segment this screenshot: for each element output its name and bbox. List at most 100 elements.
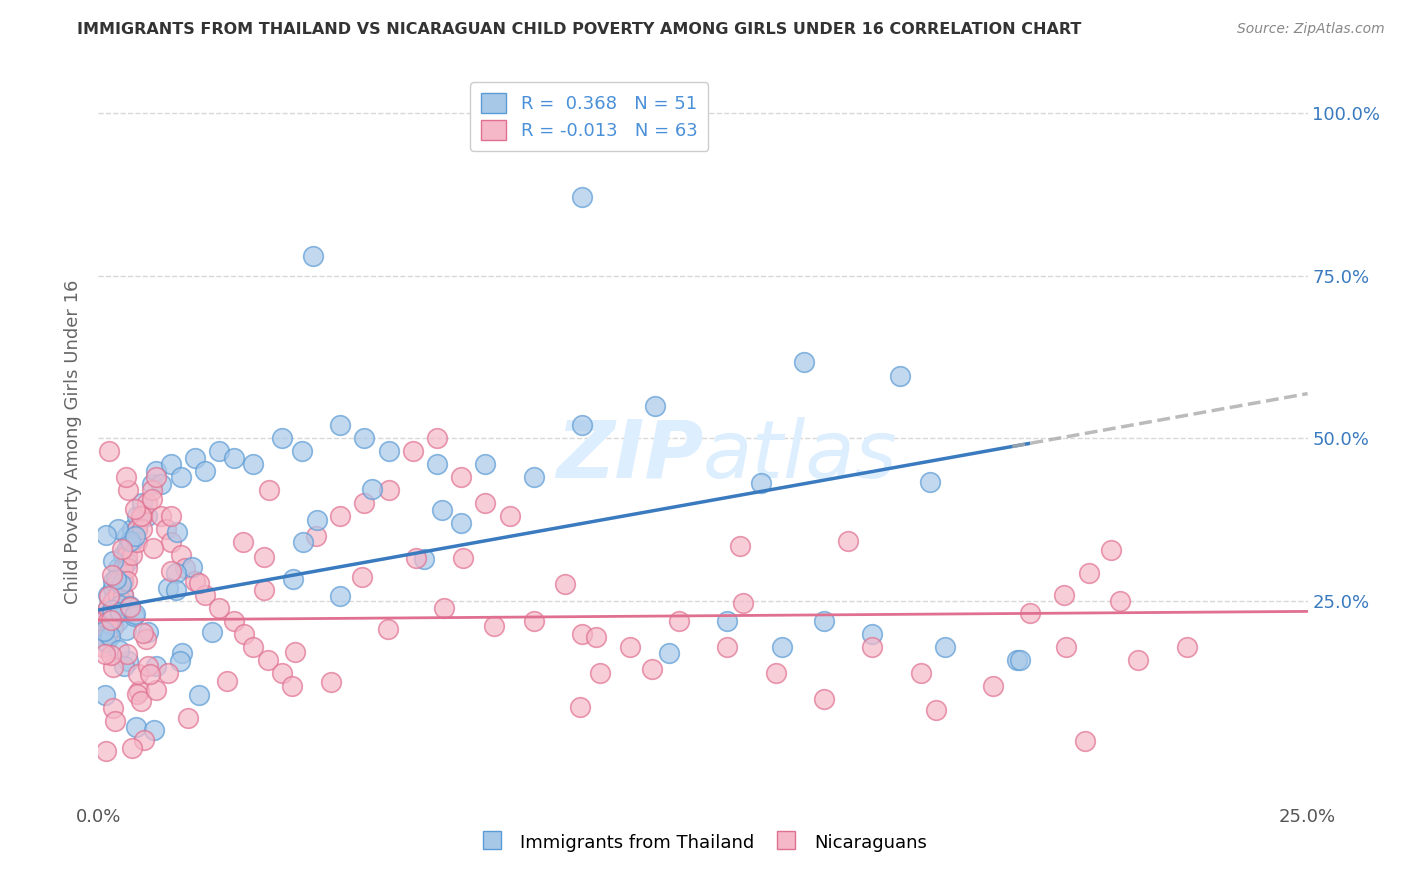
Point (142, 541, 165, 556)
Point (110, 576, 132, 591)
Point (94, 527, 117, 541)
Point (184, 574, 207, 589)
Point (402, 444, 425, 458)
Point (94, 634, 117, 648)
Point (124, 607, 146, 621)
Point (127, 523, 149, 537)
Point (571, 626, 593, 640)
Point (120, 599, 142, 614)
Point (353, 496, 375, 510)
Point (281, 679, 304, 693)
Point (145, 683, 167, 698)
Point (981, 679, 1004, 693)
Point (194, 464, 217, 478)
Point (451, 551, 474, 566)
Point (716, 640, 738, 654)
Point (253, 582, 276, 597)
Point (129, 694, 152, 708)
Point (571, 190, 593, 204)
Point (281, 572, 304, 586)
Point (91, 614, 114, 628)
Point (101, 574, 124, 589)
Point (432, 502, 454, 516)
Point (232, 626, 254, 640)
Point (127, 667, 149, 681)
Point (155, 523, 177, 537)
Point (103, 700, 125, 714)
Point (107, 561, 129, 575)
Point (482, 619, 505, 633)
Point (160, 535, 183, 549)
Point (139, 666, 162, 681)
Point (1010, 652, 1032, 666)
Point (305, 513, 328, 527)
Text: atlas: atlas (703, 417, 898, 495)
Point (925, 703, 948, 717)
Point (860, 640, 883, 654)
Point (132, 626, 155, 640)
Point (765, 665, 787, 680)
Point (101, 554, 124, 568)
Point (284, 645, 307, 659)
Point (585, 631, 607, 645)
Point (125, 720, 148, 734)
Point (131, 509, 153, 524)
Point (259, 483, 281, 498)
Point (121, 523, 143, 537)
Point (770, 640, 793, 654)
Point (107, 522, 129, 536)
Point (377, 444, 399, 458)
Point (910, 665, 932, 680)
Point (1128, 652, 1150, 666)
Point (731, 596, 754, 610)
Point (115, 648, 138, 662)
Point (728, 540, 751, 554)
Point (208, 600, 231, 615)
Point (271, 665, 294, 680)
Point (474, 496, 496, 510)
Point (107, 574, 129, 589)
Point (159, 509, 181, 524)
Point (242, 640, 264, 654)
Point (124, 528, 146, 542)
Point (360, 482, 382, 496)
Point (222, 450, 245, 465)
Point (111, 574, 134, 589)
Point (131, 509, 153, 524)
Point (793, 355, 815, 369)
Point (145, 470, 167, 484)
Point (302, 249, 325, 263)
Point (134, 732, 156, 747)
Point (350, 570, 373, 584)
Point (181, 560, 204, 574)
Point (117, 574, 139, 589)
Point (97, 626, 120, 640)
Point (169, 470, 191, 484)
Point (131, 496, 153, 510)
Point (93, 624, 115, 638)
Point (1018, 606, 1040, 620)
Point (256, 652, 278, 666)
Point (641, 662, 664, 676)
Point (474, 458, 496, 472)
Point (377, 622, 399, 636)
Point (101, 607, 124, 621)
Point (111, 549, 134, 563)
Point (117, 541, 139, 556)
Point (124, 502, 146, 516)
Point (107, 587, 129, 601)
Point (405, 551, 427, 566)
Point (1175, 640, 1198, 654)
Point (115, 470, 138, 484)
Point (571, 418, 593, 433)
Point (117, 549, 139, 563)
Point (426, 431, 449, 445)
Point (716, 614, 738, 628)
Point (749, 476, 772, 491)
Point (568, 699, 591, 714)
Point (97, 600, 120, 615)
Point (104, 714, 127, 728)
Point (1054, 640, 1077, 654)
Point (837, 534, 859, 549)
Point (426, 458, 449, 472)
